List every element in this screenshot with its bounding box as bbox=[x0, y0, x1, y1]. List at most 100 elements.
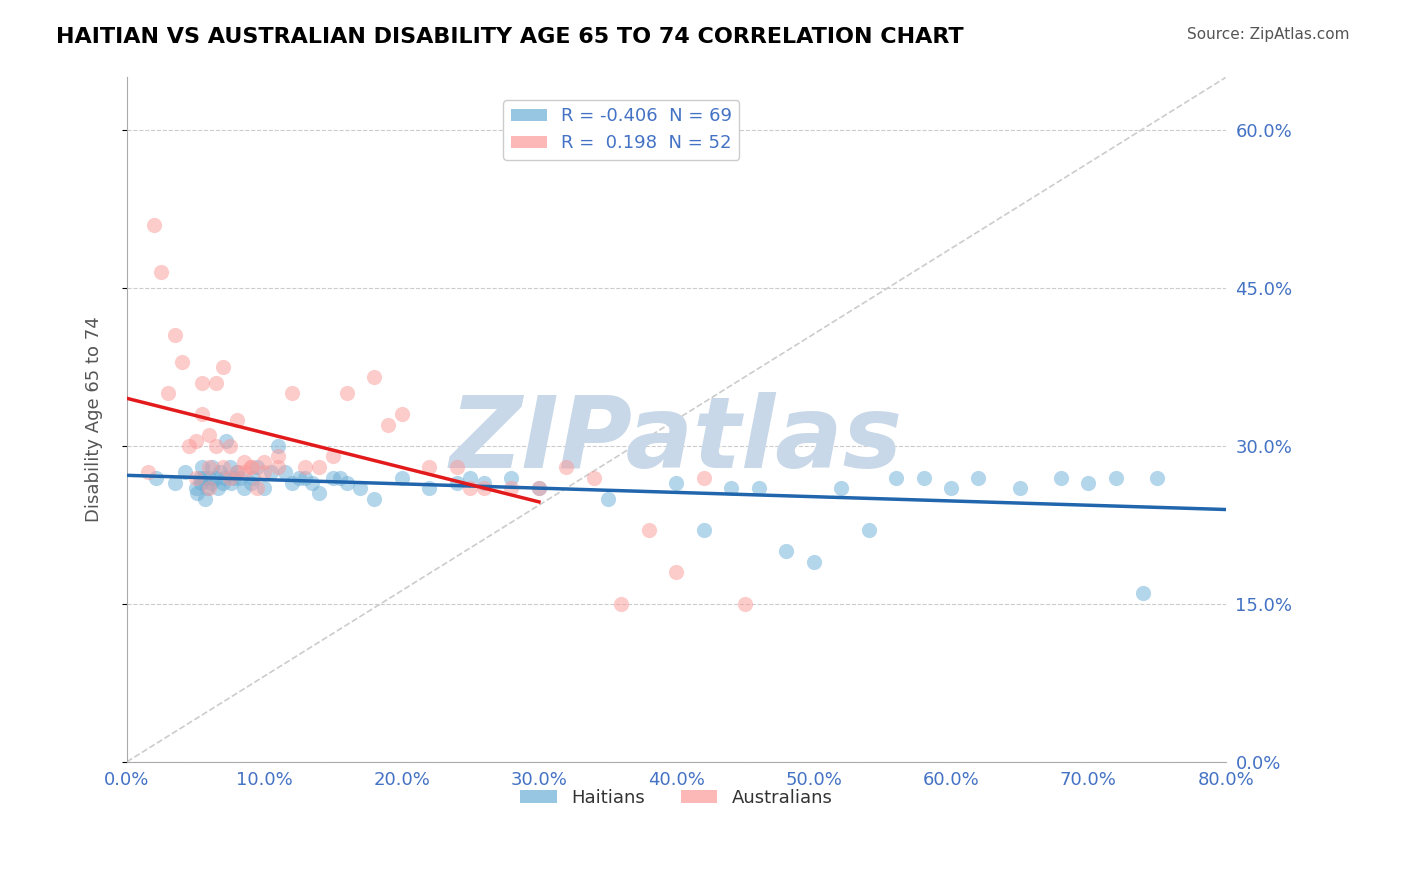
Point bbox=[219, 460, 242, 475]
Point bbox=[301, 475, 323, 490]
Point bbox=[191, 408, 214, 422]
Point bbox=[734, 597, 756, 611]
Point bbox=[186, 486, 208, 500]
Text: Source: ZipAtlas.com: Source: ZipAtlas.com bbox=[1187, 27, 1350, 42]
Point bbox=[239, 460, 262, 475]
Point bbox=[205, 376, 228, 390]
Point bbox=[693, 470, 716, 484]
Point bbox=[253, 465, 276, 479]
Point bbox=[336, 475, 359, 490]
Point bbox=[287, 470, 309, 484]
Point bbox=[1050, 470, 1073, 484]
Point bbox=[232, 465, 254, 479]
Point bbox=[555, 460, 578, 475]
Point bbox=[260, 465, 283, 479]
Point bbox=[188, 470, 211, 484]
Point bbox=[157, 386, 180, 401]
Point bbox=[501, 470, 523, 484]
Point bbox=[294, 470, 316, 484]
Point bbox=[190, 475, 212, 490]
Point bbox=[858, 523, 880, 537]
Y-axis label: Disability Age 65 to 74: Disability Age 65 to 74 bbox=[86, 317, 103, 523]
Point bbox=[1146, 470, 1168, 484]
Point bbox=[184, 434, 207, 448]
Point bbox=[582, 470, 605, 484]
Point bbox=[253, 455, 276, 469]
Point bbox=[222, 470, 245, 484]
Point bbox=[228, 470, 250, 484]
Point bbox=[967, 470, 990, 484]
Point bbox=[246, 460, 269, 475]
Point bbox=[418, 481, 440, 495]
Point bbox=[215, 434, 238, 448]
Point bbox=[194, 491, 217, 506]
Point bbox=[198, 470, 221, 484]
Point bbox=[219, 470, 242, 484]
Point bbox=[163, 328, 186, 343]
Point bbox=[163, 475, 186, 490]
Point bbox=[665, 475, 688, 490]
Point bbox=[391, 470, 413, 484]
Point bbox=[209, 465, 232, 479]
Text: ZIPatlas: ZIPatlas bbox=[450, 392, 903, 489]
Text: HAITIAN VS AUSTRALIAN DISABILITY AGE 65 TO 74 CORRELATION CHART: HAITIAN VS AUSTRALIAN DISABILITY AGE 65 … bbox=[56, 27, 965, 46]
Point bbox=[205, 439, 228, 453]
Point bbox=[274, 465, 297, 479]
Point bbox=[242, 470, 264, 484]
Point bbox=[212, 460, 235, 475]
Point bbox=[884, 470, 907, 484]
Point bbox=[205, 470, 228, 484]
Point bbox=[150, 265, 173, 279]
Point bbox=[803, 555, 825, 569]
Point bbox=[363, 370, 385, 384]
Point bbox=[253, 481, 276, 495]
Point bbox=[336, 386, 359, 401]
Point bbox=[349, 481, 371, 495]
Point bbox=[610, 597, 633, 611]
Point bbox=[267, 460, 290, 475]
Point bbox=[748, 481, 770, 495]
Point bbox=[308, 460, 330, 475]
Point bbox=[246, 481, 269, 495]
Point bbox=[939, 481, 962, 495]
Point bbox=[912, 470, 935, 484]
Point bbox=[267, 450, 290, 464]
Point bbox=[177, 439, 200, 453]
Point bbox=[191, 460, 214, 475]
Point bbox=[322, 450, 344, 464]
Point bbox=[173, 465, 195, 479]
Point bbox=[221, 475, 243, 490]
Point bbox=[1077, 475, 1099, 490]
Point bbox=[458, 481, 481, 495]
Point bbox=[212, 475, 235, 490]
Point bbox=[195, 481, 218, 495]
Point bbox=[207, 481, 229, 495]
Point bbox=[775, 544, 797, 558]
Point bbox=[225, 465, 247, 479]
Point bbox=[377, 417, 399, 432]
Point bbox=[693, 523, 716, 537]
Point bbox=[232, 455, 254, 469]
Point bbox=[136, 465, 159, 479]
Point bbox=[501, 481, 523, 495]
Point bbox=[637, 523, 659, 537]
Point bbox=[198, 481, 221, 495]
Point bbox=[239, 460, 262, 475]
Point bbox=[225, 412, 247, 426]
Point bbox=[191, 376, 214, 390]
Point bbox=[145, 470, 167, 484]
Point bbox=[280, 386, 302, 401]
Point bbox=[225, 465, 247, 479]
Point bbox=[198, 460, 221, 475]
Point bbox=[170, 354, 193, 368]
Point bbox=[527, 481, 550, 495]
Point bbox=[329, 470, 352, 484]
Point bbox=[239, 475, 262, 490]
Point bbox=[1008, 481, 1031, 495]
Point bbox=[527, 481, 550, 495]
Point bbox=[294, 460, 316, 475]
Point bbox=[200, 475, 222, 490]
Point bbox=[280, 475, 302, 490]
Point bbox=[458, 470, 481, 484]
Point bbox=[219, 439, 242, 453]
